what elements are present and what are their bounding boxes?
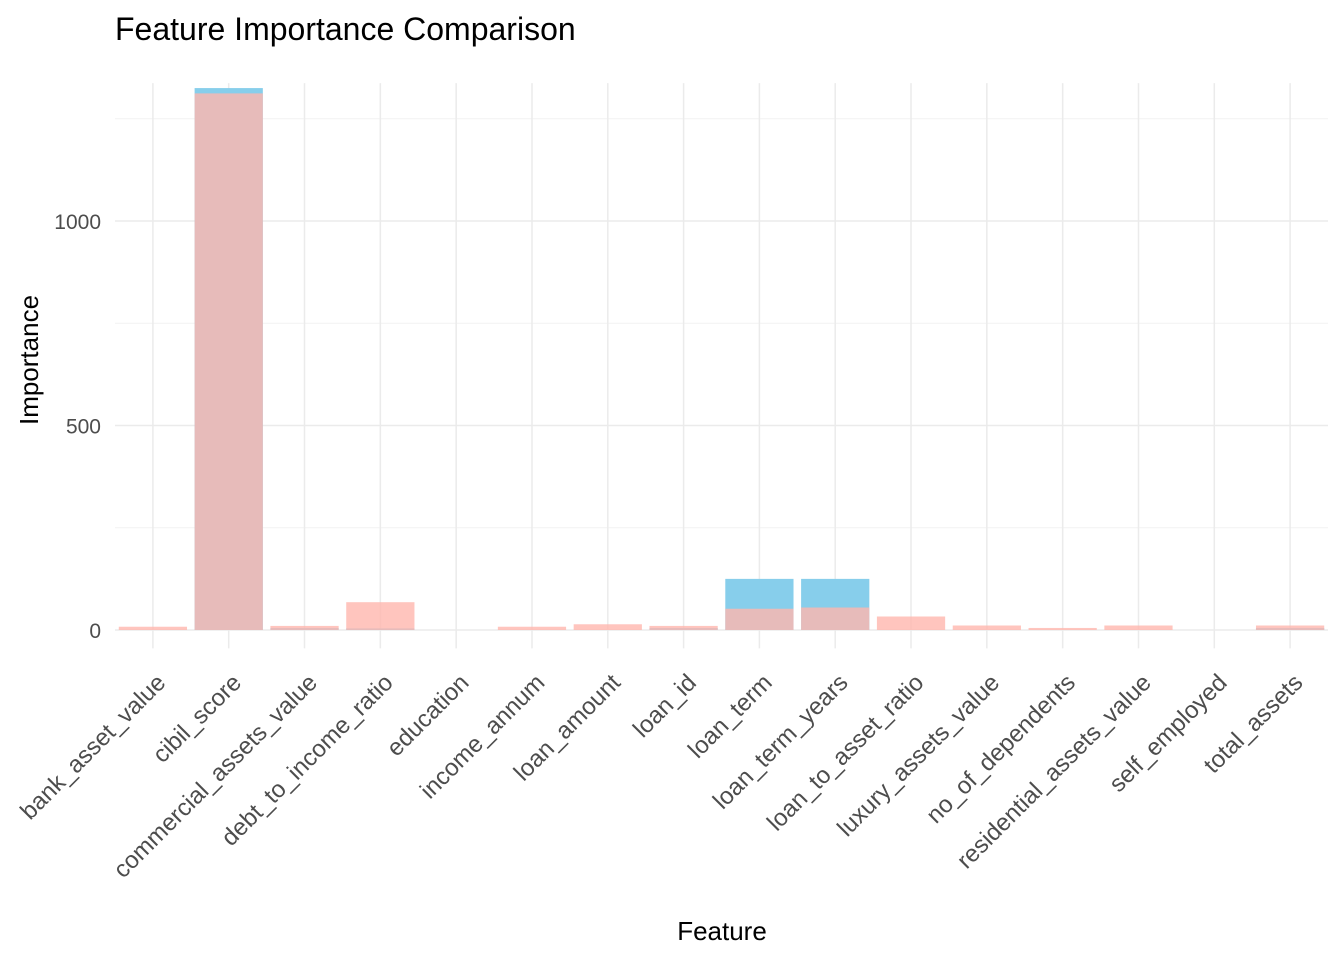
bar-series-2 (194, 93, 263, 631)
bar-series-2 (346, 602, 415, 630)
x-tick-label: bank_asset_value (15, 669, 171, 825)
bar-series-2 (649, 625, 718, 630)
bars (118, 88, 1325, 631)
y-tick-label: 500 (66, 416, 101, 439)
bar-series-2 (952, 625, 1021, 630)
bar-series-2 (801, 607, 870, 630)
bar-series-2 (497, 626, 567, 630)
bar-series-2 (270, 625, 339, 630)
bar-series-2 (725, 608, 794, 630)
bar-series-2 (118, 626, 188, 630)
bar-series-2 (1028, 627, 1097, 630)
bar-series-2 (1104, 625, 1173, 630)
y-axis: 0 500 1000 (54, 211, 101, 643)
bar-series-2 (573, 624, 642, 630)
y-axis-title: Importance (14, 295, 44, 425)
bar-series-2 (876, 616, 946, 630)
y-tick-label: 1000 (54, 211, 101, 234)
chart-title: Feature Importance Comparison (115, 11, 576, 47)
bar-series-2 (1255, 625, 1325, 630)
x-axis-title: Feature (677, 916, 767, 946)
grid (115, 83, 1328, 649)
x-tick-label: loan_id (628, 669, 702, 743)
y-tick-label: 0 (89, 620, 101, 643)
x-tick-label: loan_term_years (708, 669, 853, 814)
x-axis: bank_asset_valuecibil_scorecommercial_as… (15, 669, 1308, 884)
